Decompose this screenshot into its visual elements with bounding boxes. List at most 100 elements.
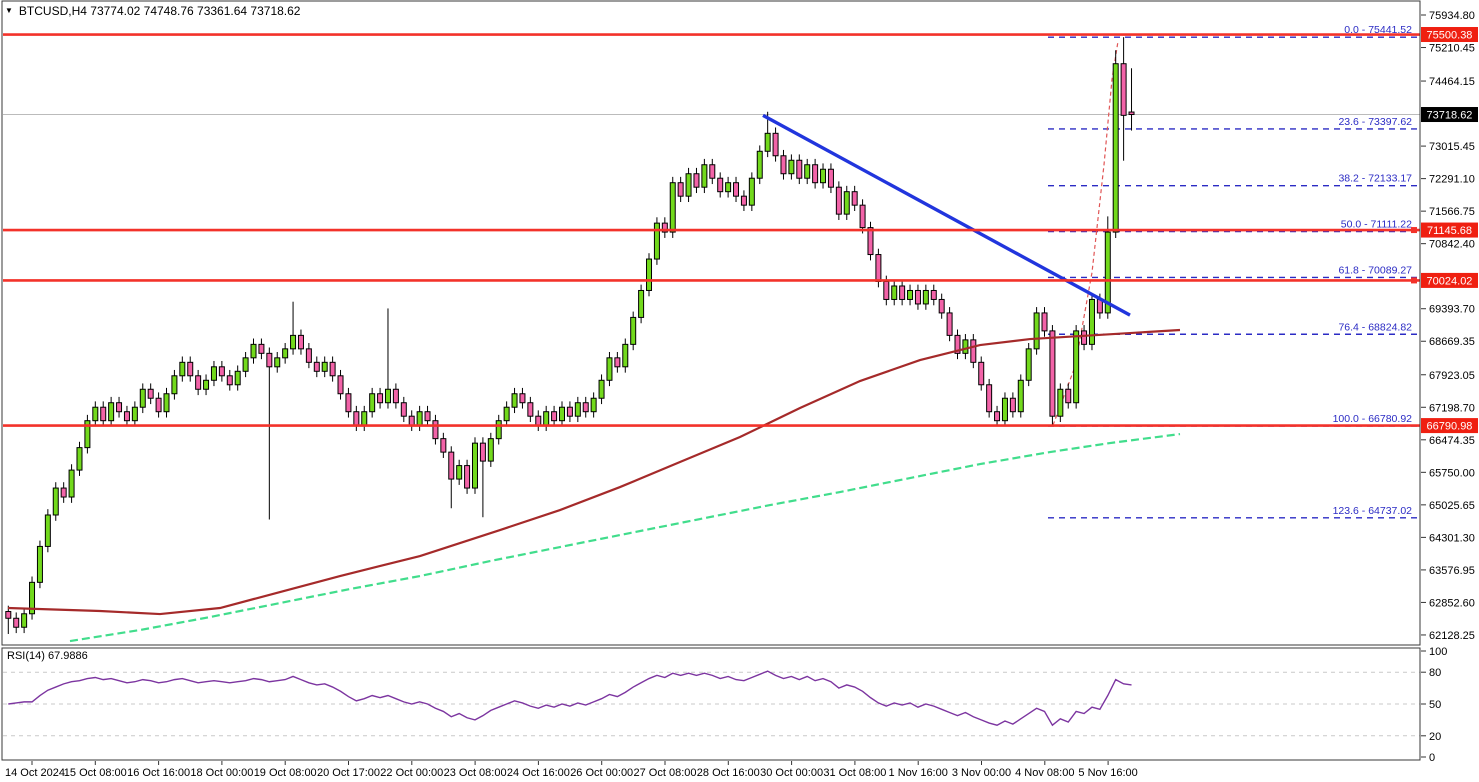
rsi-indicator-label: RSI(14) 67.9886 xyxy=(7,650,88,662)
descending-trendline[interactable] xyxy=(762,113,1131,317)
candle-down xyxy=(875,254,882,282)
y-axis-tick-label: 64301.30 xyxy=(1429,532,1475,544)
candle-down xyxy=(566,406,573,417)
x-axis-label: 18 Oct 00:00 xyxy=(190,767,253,779)
candle-up xyxy=(685,173,692,197)
candle-down xyxy=(519,393,526,404)
candle-down xyxy=(677,182,684,197)
price-tag-red xyxy=(1421,418,1478,434)
candle-up xyxy=(788,159,795,175)
candle-down xyxy=(424,411,431,422)
candle-down xyxy=(337,375,344,395)
line-handle[interactable] xyxy=(1411,277,1417,284)
candle-down xyxy=(527,402,534,417)
candle-down xyxy=(195,375,202,390)
rsi-scale-label: 20 xyxy=(1429,731,1441,743)
y-axis-tick-label: 72291.10 xyxy=(1429,174,1475,186)
fib-level-label: 100.0 - 66780.92 xyxy=(1333,413,1413,425)
candle-down xyxy=(479,442,486,462)
y-axis-tick-label: 71566.75 xyxy=(1429,206,1475,218)
y-axis-tick-label: 75934.80 xyxy=(1429,10,1475,22)
candle-down xyxy=(60,487,67,498)
line-handle[interactable] xyxy=(1411,227,1417,234)
candle-up xyxy=(384,388,391,404)
y-axis-tick-label: 65025.65 xyxy=(1429,500,1475,512)
rsi-scale-label: 50 xyxy=(1429,699,1441,711)
candle-up xyxy=(68,469,75,498)
candle-down xyxy=(954,334,961,354)
candle-up xyxy=(416,411,423,426)
candle-down xyxy=(899,285,906,300)
candle-down xyxy=(883,280,890,300)
x-axis-label: 1 Nov 16:00 xyxy=(889,767,948,779)
x-axis-label: 31 Oct 08:00 xyxy=(823,767,886,779)
candle-down xyxy=(226,375,233,386)
candle-down xyxy=(392,388,399,404)
candle-down xyxy=(1041,312,1048,332)
candle-down xyxy=(551,411,558,422)
candle-up xyxy=(369,393,376,413)
x-axis-label: 28 Oct 16:00 xyxy=(697,767,760,779)
x-axis-label: 4 Nov 08:00 xyxy=(1015,767,1074,779)
x-axis-label: 30 Oct 00:00 xyxy=(760,767,823,779)
candle-up xyxy=(487,438,494,462)
candle-up xyxy=(76,447,83,471)
candle-up xyxy=(242,357,249,372)
candle-down xyxy=(147,388,154,399)
candle-up xyxy=(820,168,827,184)
candle-down xyxy=(13,617,20,628)
candle-up xyxy=(171,375,178,395)
y-axis-tick-label: 66474.35 xyxy=(1429,435,1475,447)
fib-level-label: 0.0 - 75441.52 xyxy=(1344,24,1412,36)
rsi-scale-label: 80 xyxy=(1429,667,1441,679)
candle-up xyxy=(92,406,99,422)
candle-down xyxy=(780,155,787,175)
candle-up xyxy=(764,132,771,152)
candle-up xyxy=(84,420,91,449)
y-axis-tick-label: 73015.45 xyxy=(1429,141,1475,153)
fib-level-label: 61.8 - 70089.27 xyxy=(1338,264,1412,276)
candle-up xyxy=(1001,397,1008,422)
candle-up xyxy=(630,316,637,345)
candle-up xyxy=(511,393,518,408)
candle-down xyxy=(582,402,589,413)
symbol-dropdown-icon[interactable]: ▼ xyxy=(5,6,13,15)
candle-up xyxy=(701,164,708,188)
x-axis-label: 24 Oct 16:00 xyxy=(507,767,570,779)
candle-down xyxy=(859,204,866,229)
candle-up xyxy=(282,348,289,359)
ma-green-line xyxy=(69,432,1181,643)
y-axis-tick-label: 62852.60 xyxy=(1429,597,1475,609)
candle-down xyxy=(867,227,874,256)
candle-down xyxy=(946,312,953,336)
candle-down xyxy=(938,298,945,314)
x-axis-label: 16 Oct 16:00 xyxy=(127,767,190,779)
candle-up xyxy=(646,258,653,291)
candle-down xyxy=(187,361,194,377)
candle-up xyxy=(108,402,115,422)
candle-down xyxy=(400,402,407,417)
candle-down xyxy=(329,361,336,377)
candle-down xyxy=(1081,330,1088,345)
candle-up xyxy=(891,285,898,300)
candle-down xyxy=(5,611,12,619)
candle-down xyxy=(464,465,471,489)
price-tag-red xyxy=(1421,272,1478,288)
current-price-tag xyxy=(1421,107,1478,123)
candle-down xyxy=(123,411,130,422)
candle-down xyxy=(717,177,724,193)
y-axis-tick-label: 69393.70 xyxy=(1429,304,1475,316)
candle-down xyxy=(914,289,921,305)
candle-down xyxy=(978,361,985,386)
x-axis-label: 20 Oct 17:00 xyxy=(317,767,380,779)
candle-down xyxy=(1009,397,1016,413)
candle-down xyxy=(693,173,700,188)
candle-up xyxy=(748,177,755,206)
y-axis-tick-label: 74464.15 xyxy=(1429,76,1475,88)
candle-up xyxy=(44,514,51,547)
candle-down xyxy=(305,348,312,363)
candle-down xyxy=(835,186,842,215)
